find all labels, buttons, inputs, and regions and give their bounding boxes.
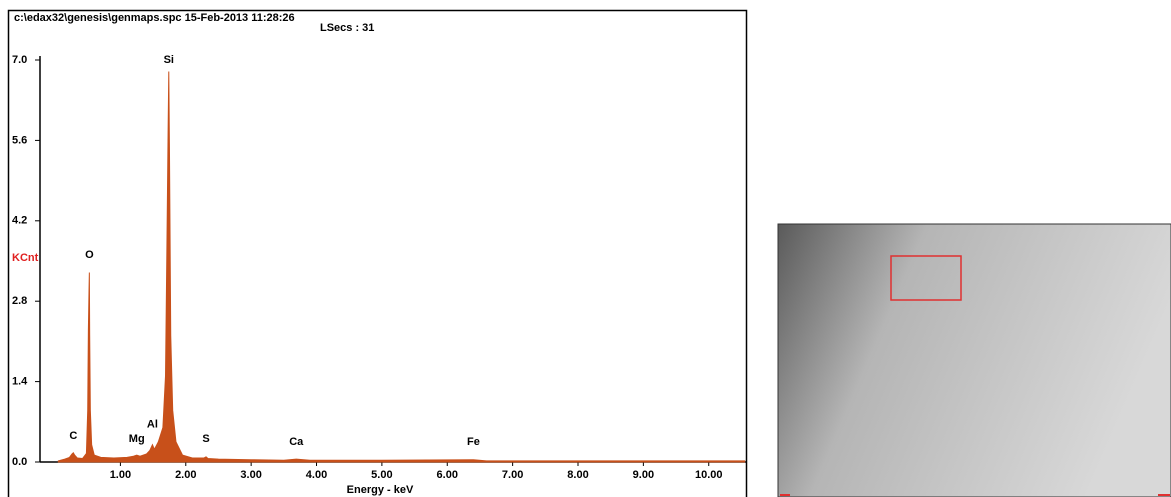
x-tick-label: 3.00 [240, 469, 261, 481]
x-tick-label: 7.00 [502, 469, 523, 481]
peak-label: Fe [467, 436, 480, 448]
peak-label: C [69, 430, 77, 442]
x-tick-label: 10.00 [695, 469, 723, 481]
y-tick-label: 4.2 [12, 215, 27, 227]
x-axis-label: Energy - keV [347, 484, 414, 496]
sem-image [778, 224, 1171, 497]
y-axis-label: KCnt [12, 252, 39, 264]
peak-label: Ca [289, 436, 304, 448]
y-tick-label: 0.0 [12, 456, 27, 468]
peak-label: Si [164, 54, 174, 66]
x-tick-label: 8.00 [567, 469, 588, 481]
chart-title: c:\edax32\genesis\genmaps.spc 15-Feb-201… [14, 12, 295, 24]
page: c:\edax32\genesis\genmaps.spc 15-Feb-201… [0, 0, 1171, 497]
y-tick-label: 5.6 [12, 134, 27, 146]
x-tick-label: 9.00 [633, 469, 654, 481]
y-tick-label: 2.8 [12, 295, 27, 307]
peak-label: S [202, 433, 209, 445]
sem-micrograph [778, 224, 1171, 497]
x-tick-label: 5.00 [371, 469, 392, 481]
peak-label: O [85, 249, 94, 261]
peak-label: Mg [129, 433, 145, 445]
chart-subtitle: LSecs : 31 [320, 22, 374, 34]
y-tick-label: 7.0 [12, 54, 27, 66]
x-tick-label: 1.00 [110, 469, 131, 481]
peak-label: Al [147, 419, 158, 431]
x-tick-label: 2.00 [175, 469, 196, 481]
chart-frame [9, 11, 747, 497]
y-tick-label: 1.4 [12, 376, 28, 388]
x-tick-label: 6.00 [437, 469, 458, 481]
x-tick-label: 4.00 [306, 469, 327, 481]
